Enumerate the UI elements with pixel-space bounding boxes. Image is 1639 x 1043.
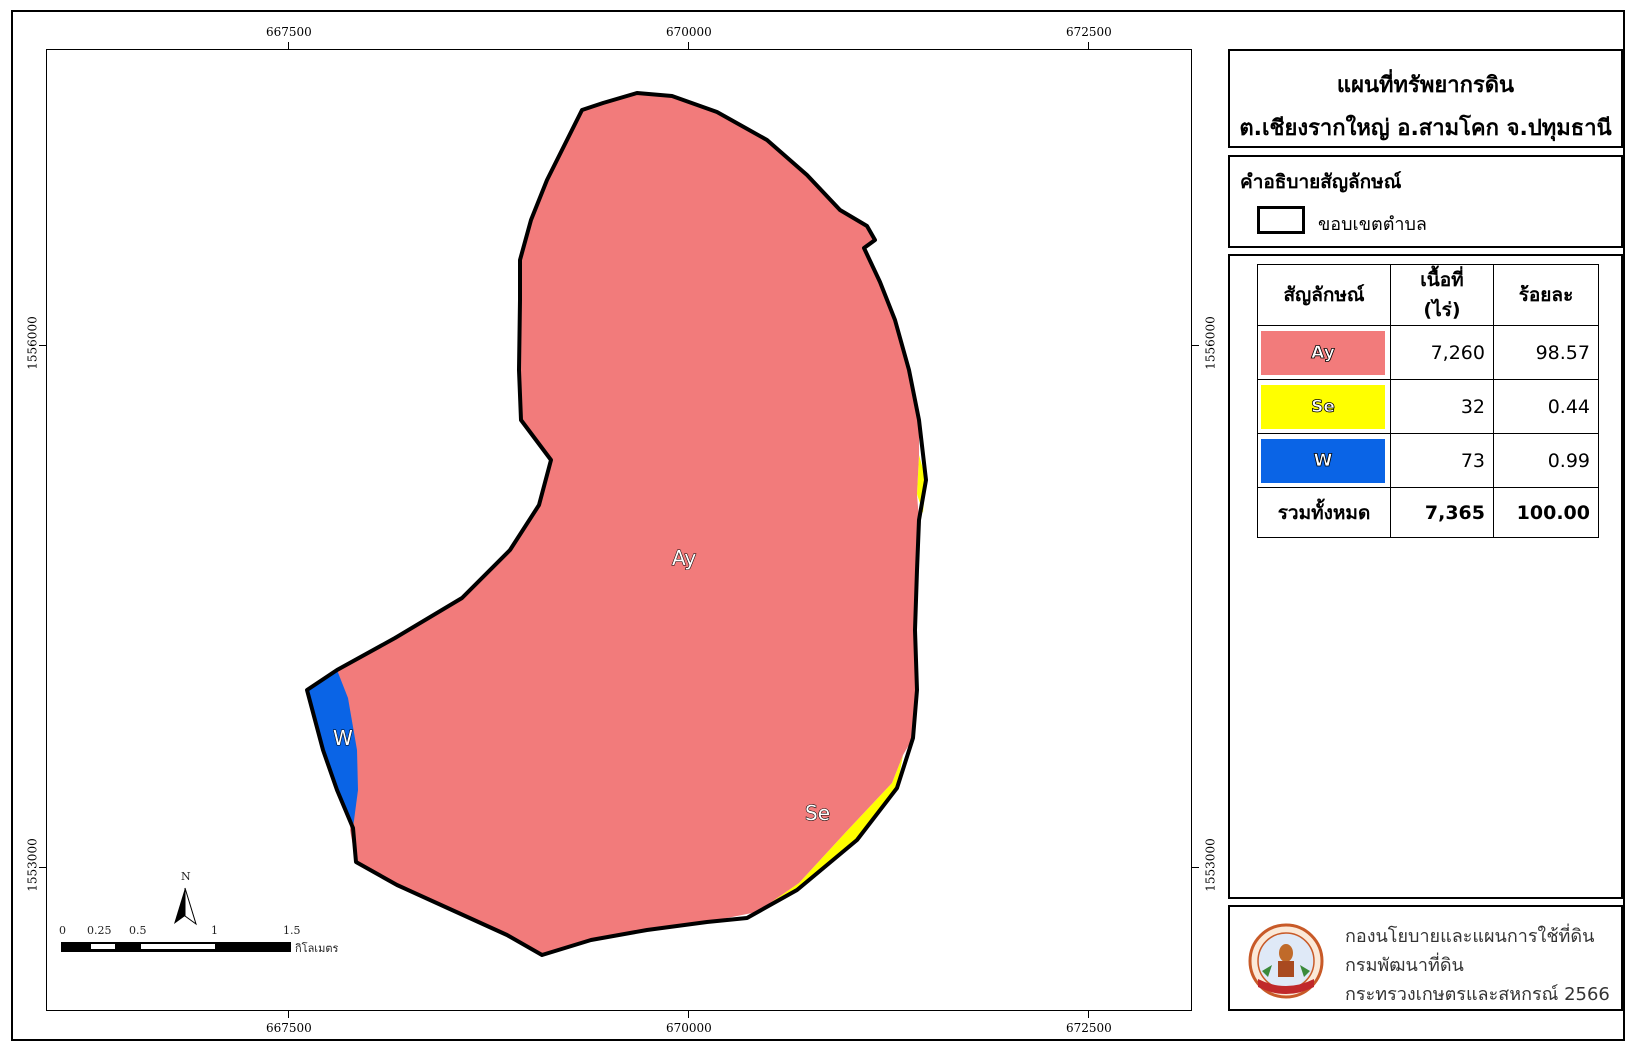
map-frame[interactable]: Ay W Se N 0 0.25 0.5 1 1.5 กิโลเมตร <box>46 49 1192 1011</box>
swatch-ay: Ay <box>1261 330 1385 375</box>
table-row: Se 32 0.44 <box>1257 379 1599 434</box>
scale-tick-1.5: 1.5 <box>283 924 301 937</box>
left-coord-1553000: 1553000 <box>25 838 40 892</box>
boundary-swatch <box>1257 206 1305 234</box>
table-row: W 73 0.99 <box>1257 433 1599 488</box>
map-title-panel: แผนที่ทรัพยากรดิน ต.เชียงรากใหญ่ อ.สามโค… <box>1228 49 1623 148</box>
map-sheet-border <box>11 10 1625 1041</box>
north-arrow-icon: N <box>174 870 197 926</box>
legend-panel: คำอธิบายสัญลักษณ์ ขอบเขตตำบล <box>1228 155 1623 248</box>
map-label-ay: Ay <box>672 546 696 570</box>
scale-tick-0.25: 0.25 <box>87 924 112 937</box>
agency-panel: กองนโยบายและแผนการใช้ที่ดิน กรมพัฒนาที่ด… <box>1228 905 1623 1011</box>
top-coord-667500: 667500 <box>266 25 312 39</box>
soil-table: สัญลักษณ์ เนื้อที่ (ไร่) ร้อยละ Ay 7,260… <box>1257 264 1599 538</box>
swatch-se: Se <box>1261 384 1385 429</box>
total-area: 7,365 <box>1390 487 1494 538</box>
map-label-se: Se <box>805 801 830 825</box>
percent-se: 0.44 <box>1493 379 1599 434</box>
agency-department: กรมพัฒนาที่ดิน <box>1345 955 1464 976</box>
top-coord-672500: 672500 <box>1066 25 1112 39</box>
area-w: 73 <box>1390 433 1494 488</box>
ldd-logo-icon <box>1248 923 1324 999</box>
scale-tick-0: 0 <box>59 924 66 937</box>
scale-bar: 0 0.25 0.5 1 1.5 กิโลเมตร <box>59 924 338 955</box>
scale-tick-1: 1 <box>211 924 218 937</box>
area-ay: 7,260 <box>1390 325 1494 380</box>
subdistrict-boundary <box>305 91 928 957</box>
boundary-label: ขอบเขตตำบล <box>1318 214 1427 235</box>
agency-division: กองนโยบายและแผนการใช้ที่ดิน <box>1345 926 1595 947</box>
table-header-row: สัญลักษณ์ เนื้อที่ (ไร่) ร้อยละ <box>1257 264 1599 326</box>
soil-table-panel: สัญลักษณ์ เนื้อที่ (ไร่) ร้อยละ Ay 7,260… <box>1228 254 1623 899</box>
header-area: เนื้อที่ (ไร่) <box>1390 264 1494 326</box>
legend-heading: คำอธิบายสัญลักษณ์ <box>1240 171 1402 193</box>
bottom-coord-672500: 672500 <box>1066 1021 1112 1035</box>
swatch-w: W <box>1261 438 1385 483</box>
bottom-coord-670000: 670000 <box>666 1021 712 1035</box>
map-label-w: W <box>333 726 353 750</box>
soil-polygon-ay[interactable] <box>330 93 919 955</box>
table-row: Ay 7,260 98.57 <box>1257 325 1599 380</box>
left-coord-1556000: 1556000 <box>25 316 40 370</box>
header-percent: ร้อยละ <box>1493 264 1599 326</box>
percent-ay: 98.57 <box>1493 325 1599 380</box>
right-coord-1556000: 1556000 <box>1203 316 1218 370</box>
map-canvas[interactable]: Ay W Se N 0 0.25 0.5 1 1.5 กิโลเมตร <box>47 50 1192 1011</box>
area-se: 32 <box>1390 379 1494 434</box>
bottom-coord-667500: 667500 <box>266 1021 312 1035</box>
header-symbol: สัญลักษณ์ <box>1257 264 1391 326</box>
total-label: รวมทั้งหมด <box>1257 487 1391 538</box>
table-total-row: รวมทั้งหมด 7,365 100.00 <box>1257 487 1599 538</box>
soil-polygon-w[interactable] <box>307 670 358 828</box>
map-subtitle: ต.เชียงรากใหญ่ อ.สามโคก จ.ปทุมธานี <box>1239 116 1612 141</box>
right-coord-1553000: 1553000 <box>1203 838 1218 892</box>
north-label: N <box>181 870 191 883</box>
scale-unit: กิโลเมตร <box>295 941 339 955</box>
percent-w: 0.99 <box>1493 433 1599 488</box>
map-title: แผนที่ทรัพยากรดิน <box>1336 73 1515 98</box>
agency-ministry: กระทรวงเกษตรและสหกรณ์ 2566 <box>1345 984 1610 1005</box>
top-coord-670000: 670000 <box>666 25 712 39</box>
total-percent: 100.00 <box>1493 487 1599 538</box>
scale-tick-0.5: 0.5 <box>129 924 147 937</box>
